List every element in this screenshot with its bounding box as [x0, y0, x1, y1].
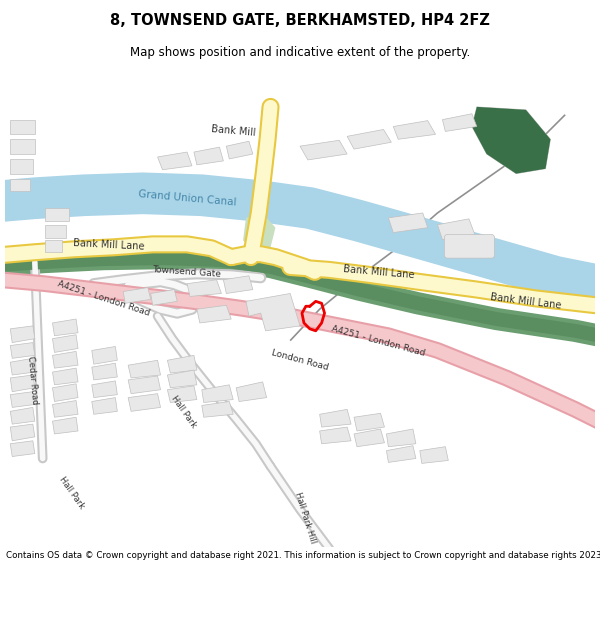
Polygon shape	[197, 305, 231, 323]
Polygon shape	[386, 446, 416, 462]
Polygon shape	[52, 384, 78, 401]
Polygon shape	[44, 208, 69, 221]
Polygon shape	[92, 398, 118, 414]
Polygon shape	[10, 119, 35, 134]
Polygon shape	[10, 424, 35, 441]
Polygon shape	[236, 382, 266, 401]
FancyBboxPatch shape	[445, 234, 494, 258]
Polygon shape	[92, 381, 118, 398]
Polygon shape	[10, 441, 35, 456]
Polygon shape	[10, 159, 33, 174]
Polygon shape	[472, 107, 550, 174]
Text: Townsend Gate: Townsend Gate	[152, 265, 222, 279]
Polygon shape	[92, 346, 118, 364]
Text: Bank Mill Lane: Bank Mill Lane	[343, 264, 415, 280]
Polygon shape	[246, 294, 300, 331]
Polygon shape	[167, 370, 197, 388]
Polygon shape	[128, 376, 161, 394]
Polygon shape	[52, 335, 78, 352]
Polygon shape	[202, 401, 233, 418]
Polygon shape	[194, 147, 223, 165]
Polygon shape	[167, 386, 197, 402]
Polygon shape	[386, 429, 416, 447]
Polygon shape	[226, 141, 253, 159]
Polygon shape	[354, 429, 385, 447]
Polygon shape	[10, 179, 30, 191]
Polygon shape	[158, 152, 192, 170]
Text: Grand Union Canal: Grand Union Canal	[137, 189, 236, 208]
Polygon shape	[52, 319, 78, 336]
Polygon shape	[10, 408, 35, 424]
Polygon shape	[300, 140, 347, 160]
Polygon shape	[354, 413, 385, 431]
Polygon shape	[10, 375, 35, 392]
Text: Map shows position and indicative extent of the property.: Map shows position and indicative extent…	[130, 46, 470, 59]
Polygon shape	[420, 447, 448, 463]
Polygon shape	[347, 129, 391, 149]
Polygon shape	[394, 121, 436, 139]
Polygon shape	[128, 360, 161, 378]
Polygon shape	[52, 351, 78, 368]
Polygon shape	[442, 114, 477, 131]
Polygon shape	[128, 394, 161, 411]
Polygon shape	[187, 280, 221, 296]
Polygon shape	[10, 326, 35, 342]
Text: Hall Park: Hall Park	[58, 475, 86, 511]
Text: Cedar Road: Cedar Road	[26, 355, 40, 404]
Polygon shape	[151, 289, 177, 305]
Polygon shape	[52, 368, 78, 385]
Text: A4251 - London Road: A4251 - London Road	[331, 324, 427, 357]
Text: Bank Mill Lane: Bank Mill Lane	[73, 239, 145, 252]
Text: Bank Mill: Bank Mill	[211, 124, 256, 138]
Polygon shape	[167, 356, 197, 373]
Text: London Road: London Road	[271, 348, 329, 372]
Polygon shape	[52, 401, 78, 418]
Polygon shape	[44, 225, 66, 238]
Text: Contains OS data © Crown copyright and database right 2021. This information is : Contains OS data © Crown copyright and d…	[6, 551, 600, 561]
Polygon shape	[123, 288, 151, 303]
Polygon shape	[52, 418, 78, 434]
Polygon shape	[10, 358, 35, 375]
Polygon shape	[10, 139, 35, 154]
Polygon shape	[223, 276, 253, 294]
Polygon shape	[472, 107, 550, 174]
Text: A4251 - London Road: A4251 - London Road	[56, 279, 151, 318]
Polygon shape	[10, 392, 35, 408]
Polygon shape	[388, 213, 428, 232]
Polygon shape	[10, 342, 35, 358]
Text: Hall Park: Hall Park	[170, 394, 199, 429]
Polygon shape	[44, 241, 62, 252]
Polygon shape	[437, 219, 475, 239]
Polygon shape	[320, 427, 351, 444]
Polygon shape	[202, 385, 233, 402]
Text: 8, TOWNSEND GATE, BERKHAMSTED, HP4 2FZ: 8, TOWNSEND GATE, BERKHAMSTED, HP4 2FZ	[110, 13, 490, 28]
Polygon shape	[320, 409, 351, 427]
Text: Hall Park Hill: Hall Park Hill	[293, 491, 317, 544]
Polygon shape	[92, 363, 118, 380]
Text: Bank Mill Lane: Bank Mill Lane	[490, 292, 562, 311]
Polygon shape	[243, 213, 275, 253]
